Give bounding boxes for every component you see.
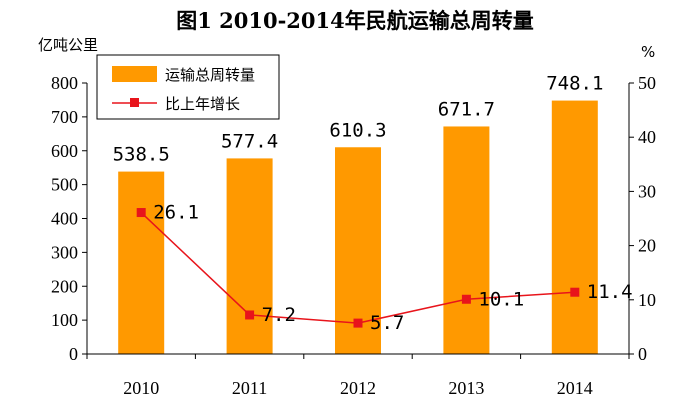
bar-value-label: 610.3 — [329, 119, 386, 141]
x-tick-label: 2011 — [232, 378, 267, 398]
right-tick-label: 50 — [638, 73, 656, 93]
growth-value-label: 5.7 — [370, 312, 404, 334]
bar-value-label: 671.7 — [438, 98, 495, 120]
right-tick-label: 40 — [638, 127, 656, 147]
legend: 运输总周转量 比上年增长 — [96, 54, 280, 120]
legend-bar-label: 运输总周转量 — [165, 66, 255, 84]
growth-marker — [461, 294, 471, 304]
growth-value-label: 10.1 — [478, 288, 524, 310]
x-tick-label: 2014 — [557, 378, 593, 398]
right-axis: 0 10 20 30 40 50 — [628, 73, 656, 364]
right-tick-label: 30 — [638, 181, 656, 201]
left-tick-label: 600 — [51, 141, 78, 161]
left-tick-label: 100 — [51, 310, 78, 330]
growth-marker — [245, 310, 255, 320]
bar-value-label: 748.1 — [546, 73, 603, 95]
left-tick-label: 700 — [51, 107, 78, 127]
left-tick-label: 400 — [51, 209, 78, 229]
x-tick-label: 2012 — [340, 378, 376, 398]
left-tick-label: 800 — [51, 73, 78, 93]
growth-marker — [136, 208, 146, 218]
legend-line-label: 比上年增长 — [165, 95, 240, 113]
growth-value-label: 11.4 — [587, 281, 633, 303]
left-axis-unit: 亿吨公里 — [38, 36, 98, 54]
x-tick-label: 2013 — [448, 378, 484, 398]
left-axis: 0 100 200 300 400 500 600 700 800 — [51, 73, 88, 364]
chart-title: 图1 2010-2014年民航运输总周转量 — [176, 8, 534, 33]
x-axis: 2010 2011 2012 2013 2014 — [86, 353, 630, 398]
growth-marker — [570, 287, 580, 297]
legend-line-marker — [130, 98, 139, 107]
right-axis-unit: % — [641, 43, 655, 61]
bar — [118, 171, 165, 354]
bar-series: 538.5 577.4 610.3 671.7 748.1 — [113, 73, 603, 355]
right-tick-label: 20 — [638, 236, 656, 256]
bar-value-label: 577.4 — [221, 130, 278, 152]
bar — [443, 126, 490, 354]
growth-value-label: 7.2 — [262, 304, 296, 326]
left-tick-label: 300 — [51, 242, 78, 262]
right-tick-label: 0 — [638, 344, 647, 364]
bar — [551, 100, 598, 355]
legend-box — [96, 54, 280, 120]
line-series: 26.1 7.2 5.7 10.1 11.4 — [136, 202, 633, 334]
left-tick-label: 0 — [69, 344, 78, 364]
growth-value-label: 26.1 — [153, 202, 199, 224]
left-tick-label: 200 — [51, 276, 78, 296]
legend-bar-swatch — [112, 66, 157, 82]
x-tick-label: 2010 — [123, 378, 159, 398]
left-tick-label: 500 — [51, 175, 78, 195]
growth-marker — [353, 318, 363, 328]
bar-value-label: 538.5 — [113, 144, 170, 166]
right-tick-label: 10 — [638, 290, 656, 310]
bar — [226, 158, 273, 354]
